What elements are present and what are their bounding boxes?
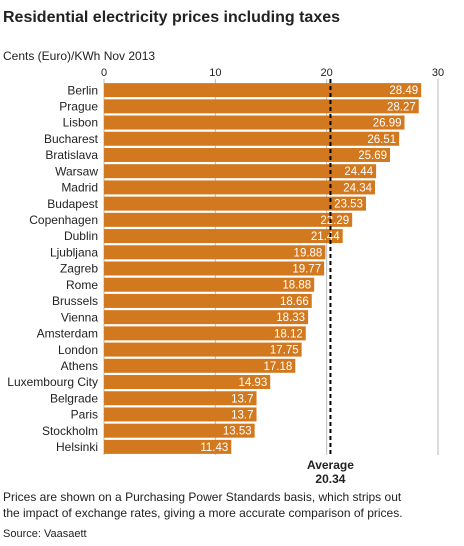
note: the impact of exchange rates, giving a m… bbox=[3, 506, 403, 520]
y-tick-label: Copenhagen bbox=[29, 213, 98, 227]
bar bbox=[104, 375, 271, 390]
y-tick-label: Stockholm bbox=[42, 424, 98, 438]
y-tick-label: Helsinki bbox=[56, 440, 98, 454]
x-tick-label: 30 bbox=[432, 67, 444, 79]
chart-title: Residential electricity prices including… bbox=[3, 9, 340, 26]
value-label: 13.7 bbox=[231, 409, 253, 421]
bar bbox=[104, 261, 325, 276]
bar bbox=[104, 407, 257, 422]
bar bbox=[104, 164, 377, 179]
y-tick-label: Prague bbox=[59, 99, 98, 113]
value-label: 18.88 bbox=[282, 280, 311, 292]
bar bbox=[104, 131, 400, 146]
value-label: 24.44 bbox=[344, 166, 373, 178]
source: Source: Vaasaett bbox=[3, 528, 87, 540]
note: Prices are shown on a Purchasing Power S… bbox=[3, 490, 402, 504]
y-tick-label: Amsterdam bbox=[37, 327, 98, 341]
y-tick-label: Paris bbox=[71, 408, 98, 422]
bar bbox=[104, 277, 315, 292]
bar bbox=[104, 245, 326, 260]
x-tick-label: 10 bbox=[209, 67, 221, 79]
bar bbox=[104, 212, 353, 227]
bar bbox=[104, 326, 306, 341]
subtitle: Cents (Euro)/KWh Nov 2013 bbox=[3, 49, 155, 63]
y-tick-label: Luxembourg City bbox=[7, 375, 98, 389]
value-label: 23.53 bbox=[334, 199, 363, 211]
value-label: 19.88 bbox=[294, 247, 323, 259]
y-tick-label: Budapest bbox=[47, 197, 98, 211]
y-tick-label: Madrid bbox=[61, 181, 98, 195]
value-label: 22.29 bbox=[320, 215, 349, 227]
bar bbox=[104, 310, 309, 325]
y-tick-label: Zagreb bbox=[60, 262, 98, 276]
value-label: 26.51 bbox=[367, 134, 396, 146]
bar bbox=[104, 180, 375, 195]
y-tick-label: Lisbon bbox=[63, 116, 98, 130]
value-label: 28.49 bbox=[389, 85, 418, 97]
value-label: 21.44 bbox=[311, 231, 340, 243]
bar bbox=[104, 358, 296, 373]
value-label: 18.33 bbox=[276, 312, 305, 324]
x-tick-label: 20 bbox=[321, 67, 333, 79]
y-tick-label: Vienna bbox=[61, 310, 98, 324]
value-label: 13.53 bbox=[223, 426, 252, 438]
bar bbox=[104, 391, 257, 406]
value-label: 19.77 bbox=[292, 264, 321, 276]
bar bbox=[104, 115, 405, 130]
y-tick-label: Warsaw bbox=[55, 164, 98, 178]
bar bbox=[104, 99, 419, 114]
y-tick-label: Rome bbox=[66, 278, 98, 292]
bar bbox=[104, 342, 302, 357]
value-label: 11.43 bbox=[200, 442, 228, 454]
value-label: 14.93 bbox=[238, 377, 267, 389]
bar bbox=[104, 196, 366, 211]
value-label: 18.66 bbox=[280, 296, 309, 308]
value-label: 18.12 bbox=[274, 328, 303, 340]
value-label: 25.69 bbox=[358, 150, 387, 162]
y-tick-label: Belgrade bbox=[50, 391, 98, 405]
value-label: 26.99 bbox=[373, 118, 402, 130]
y-tick-label: Ljubljana bbox=[50, 245, 98, 259]
x-tick-label: 0 bbox=[101, 67, 107, 79]
average-label: Average bbox=[307, 458, 354, 472]
y-tick-label: Brussels bbox=[52, 294, 98, 308]
average-value: 20.34 bbox=[315, 472, 345, 486]
value-label: 24.34 bbox=[343, 182, 372, 194]
bar bbox=[104, 423, 255, 438]
bar bbox=[104, 147, 391, 162]
value-label: 28.27 bbox=[387, 101, 416, 113]
bar bbox=[104, 439, 232, 454]
value-label: 17.18 bbox=[263, 361, 292, 373]
value-label: 17.75 bbox=[270, 345, 299, 357]
y-tick-label: London bbox=[58, 343, 98, 357]
bar bbox=[104, 229, 343, 244]
bar bbox=[104, 83, 422, 98]
y-tick-label: Bucharest bbox=[44, 132, 99, 146]
y-tick-label: Berlin bbox=[67, 83, 98, 97]
y-tick-label: Athens bbox=[61, 359, 98, 373]
y-tick-label: Bratislava bbox=[45, 148, 98, 162]
y-tick-label: Dublin bbox=[64, 229, 98, 243]
value-label: 13.7 bbox=[231, 393, 253, 405]
bar bbox=[104, 293, 312, 308]
